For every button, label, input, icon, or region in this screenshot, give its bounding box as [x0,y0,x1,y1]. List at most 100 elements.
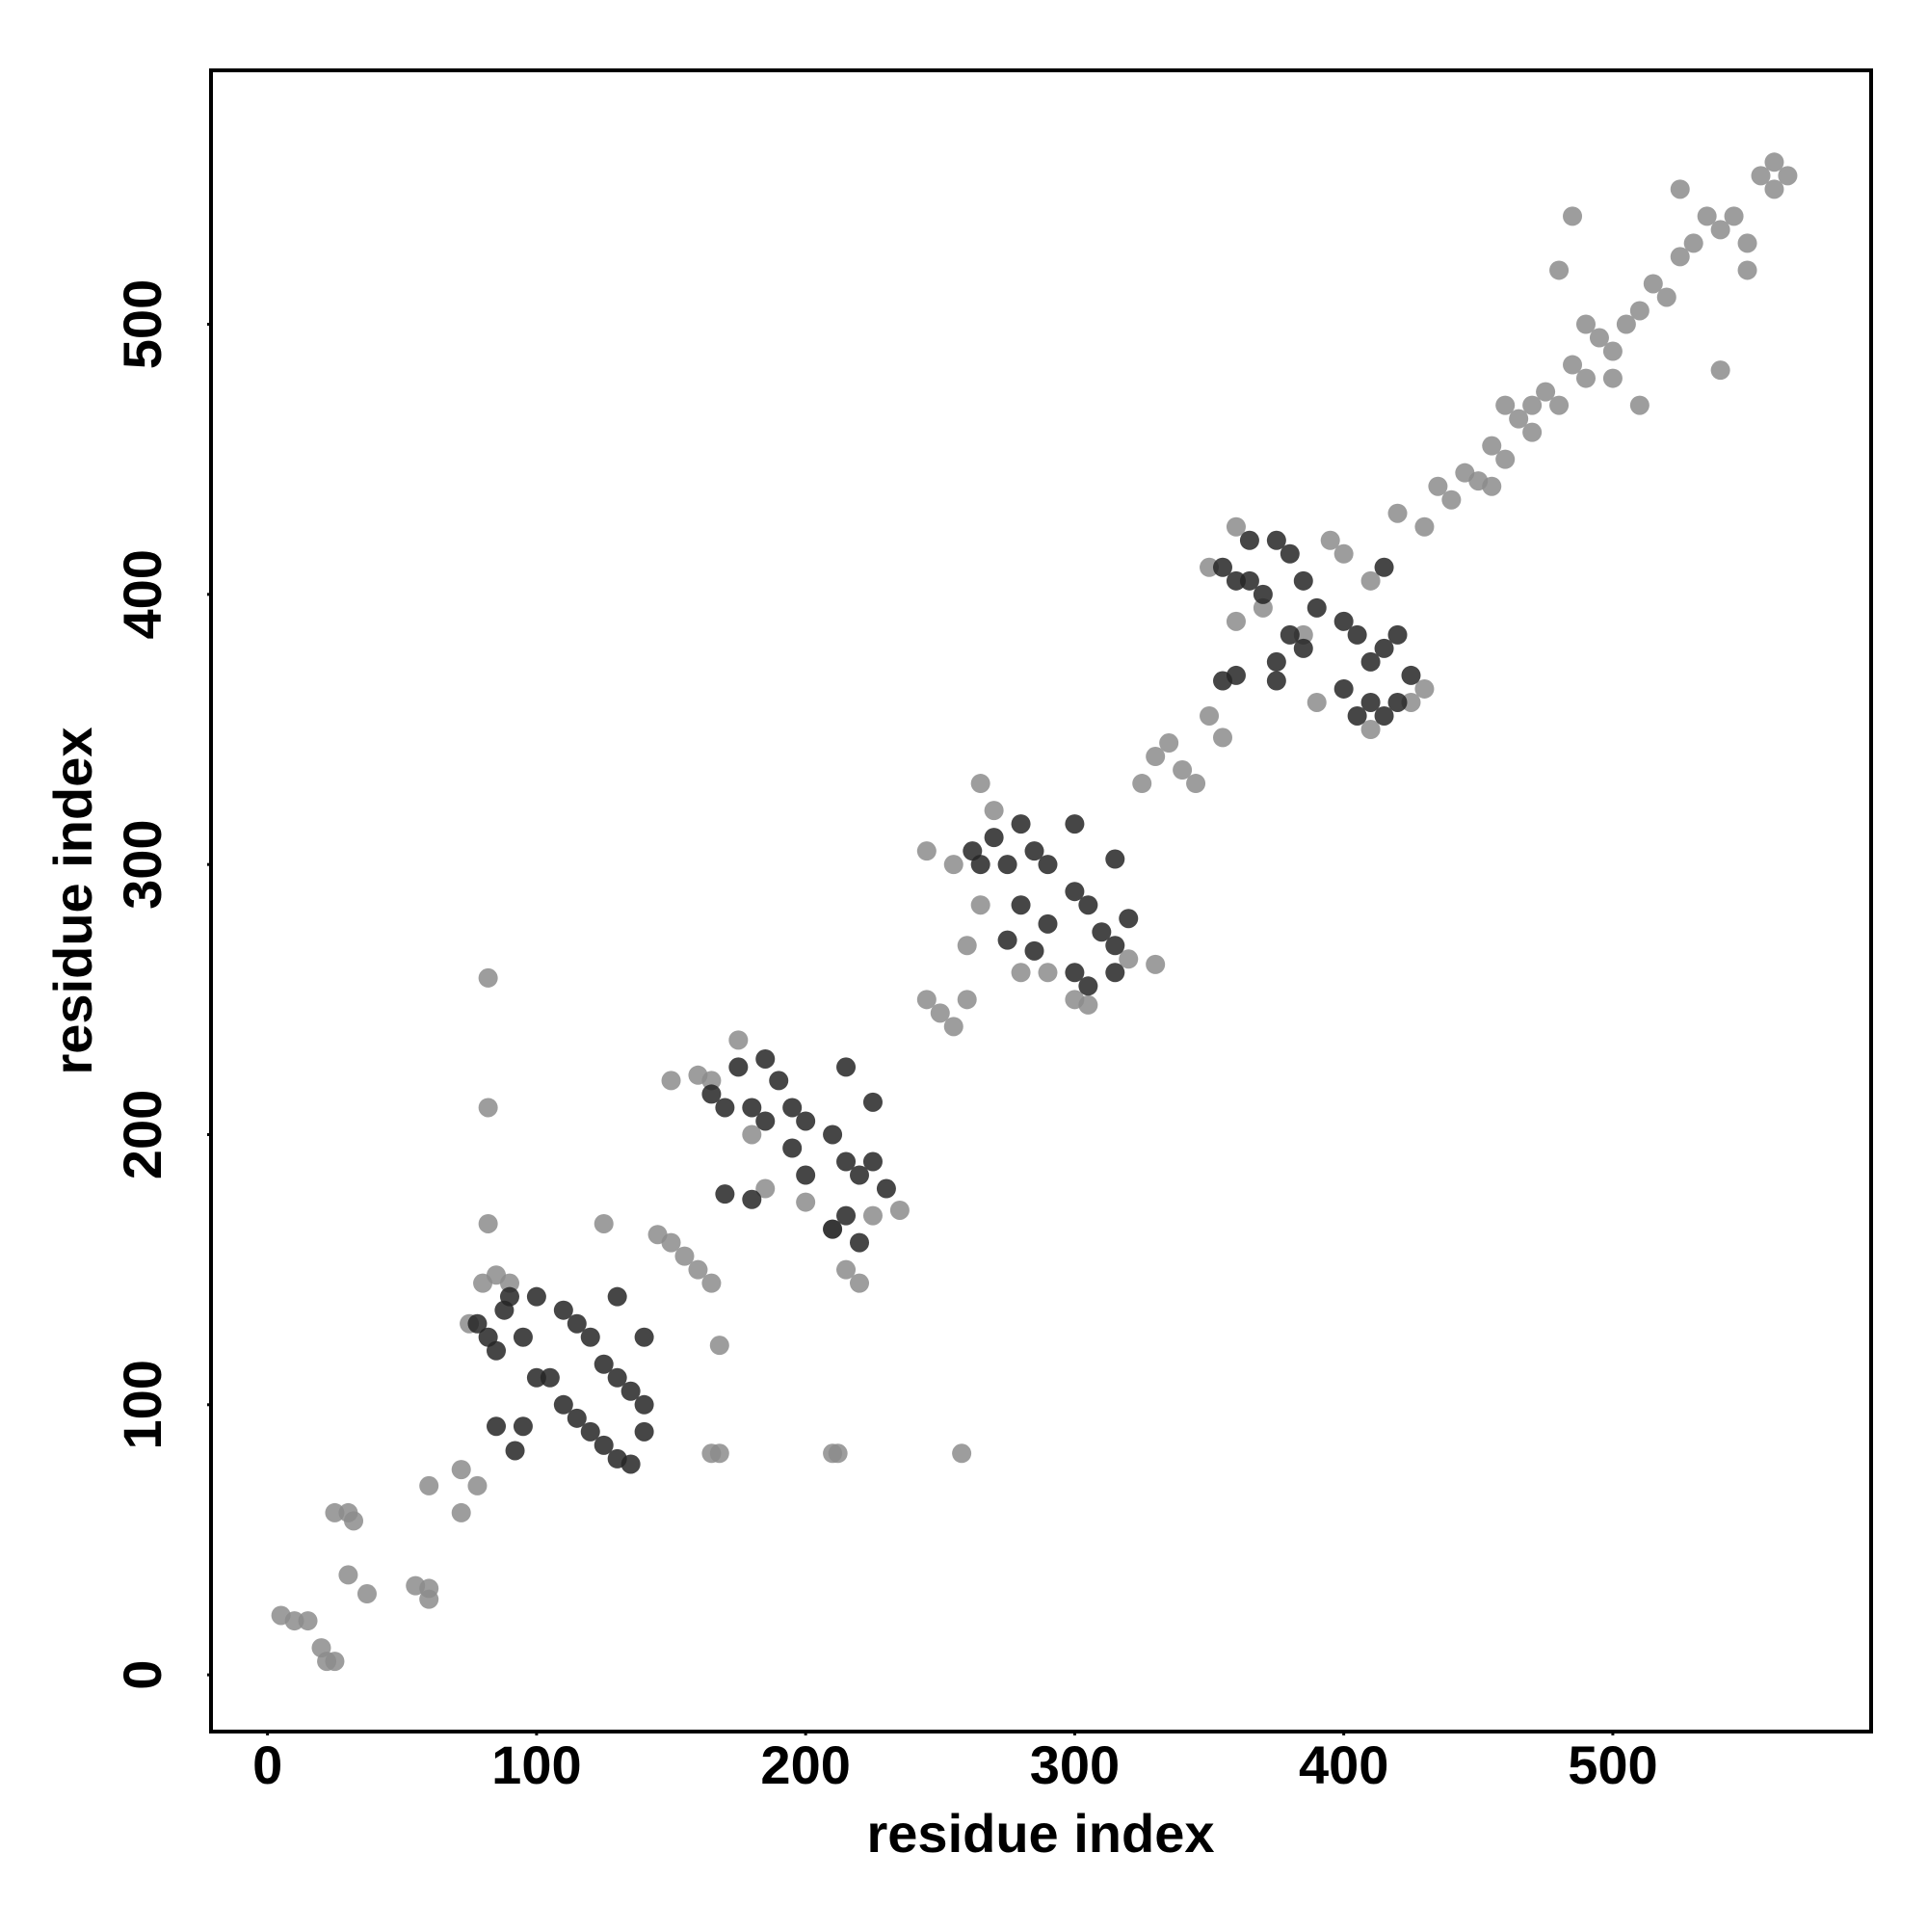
point [796,1111,816,1131]
point [325,1652,345,1672]
point [580,1327,600,1347]
point [957,936,977,956]
point [1575,314,1596,334]
point [701,1273,722,1293]
point [943,855,964,875]
point [634,1394,654,1415]
point [1119,949,1139,969]
point [567,1313,587,1334]
point [1038,913,1058,934]
point [742,1098,762,1118]
point [1347,624,1367,645]
point [594,1213,614,1233]
point [1751,166,1771,186]
point [1173,760,1193,781]
point [970,855,990,875]
point [755,1178,776,1199]
point [1629,301,1650,321]
point [1764,152,1784,172]
point [594,1435,614,1455]
point [862,1092,883,1112]
point [478,967,498,988]
point [836,1151,857,1172]
point [1549,395,1570,415]
point [1589,328,1609,348]
point [755,1048,776,1069]
point [513,1416,533,1437]
point [1737,233,1757,253]
point [1333,611,1354,631]
point [1186,774,1206,794]
y-tick-label: 200 [112,1090,172,1179]
point [467,1313,488,1334]
point [916,990,937,1010]
y-tick-label: 300 [112,819,172,909]
point [742,1189,762,1209]
point [1387,692,1408,712]
point [1670,179,1690,199]
point [1509,409,1529,429]
point [1563,206,1583,226]
point [782,1138,803,1158]
x-tick-label: 400 [1299,1734,1388,1795]
point [1293,624,1313,645]
point [1333,543,1354,564]
point [505,1441,525,1461]
point [1495,395,1516,415]
point [487,1340,507,1361]
point [1200,705,1220,726]
point [970,774,990,794]
point [478,1213,498,1233]
point [325,1502,345,1522]
point [1011,895,1031,915]
point [1307,692,1327,712]
point [1602,368,1623,388]
point [688,1259,708,1280]
point [526,1286,546,1307]
point [823,1125,843,1145]
points [271,152,1798,1672]
point [1710,360,1730,381]
point [661,1232,681,1253]
point [553,1394,573,1415]
point [709,1443,729,1464]
point [1495,449,1516,469]
point [1038,963,1058,983]
point [580,1421,600,1442]
point [876,1178,896,1199]
point [1482,436,1502,456]
point [1670,247,1690,267]
point [755,1111,776,1131]
point [1320,530,1340,550]
point [1387,624,1408,645]
point [499,1273,519,1293]
point [419,1578,439,1599]
point [1293,570,1313,591]
point [930,1003,950,1023]
point [1724,206,1744,226]
point [796,1165,816,1185]
point [1333,678,1354,699]
point [513,1327,533,1347]
point [1078,976,1098,996]
point [1563,355,1583,375]
point [1024,841,1044,861]
point [451,1460,471,1480]
point [1119,909,1139,929]
point [1092,922,1112,942]
point [1360,719,1381,739]
point [1280,624,1300,645]
point [828,1443,848,1464]
point [1293,638,1313,658]
point [1212,671,1232,691]
point [1401,665,1421,685]
point [728,1057,749,1077]
point [1697,206,1717,226]
point [553,1300,573,1320]
point [1764,179,1784,199]
point [634,1327,654,1347]
point [1200,557,1220,577]
point [1643,274,1663,294]
point [1360,651,1381,672]
point [1105,849,1125,869]
